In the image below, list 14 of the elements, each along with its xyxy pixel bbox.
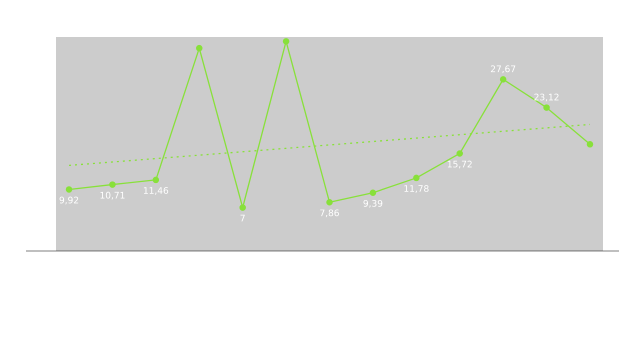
point [196, 44, 203, 52]
point [326, 198, 333, 206]
point [109, 181, 116, 188]
point [152, 176, 160, 184]
point [586, 141, 594, 148]
point [239, 204, 246, 211]
point [370, 190, 376, 196]
point [66, 186, 72, 193]
point [500, 76, 506, 83]
data-label: 23,12 [534, 94, 559, 102]
point [543, 104, 550, 111]
point [282, 38, 290, 45]
point [413, 174, 420, 182]
point [456, 150, 463, 157]
